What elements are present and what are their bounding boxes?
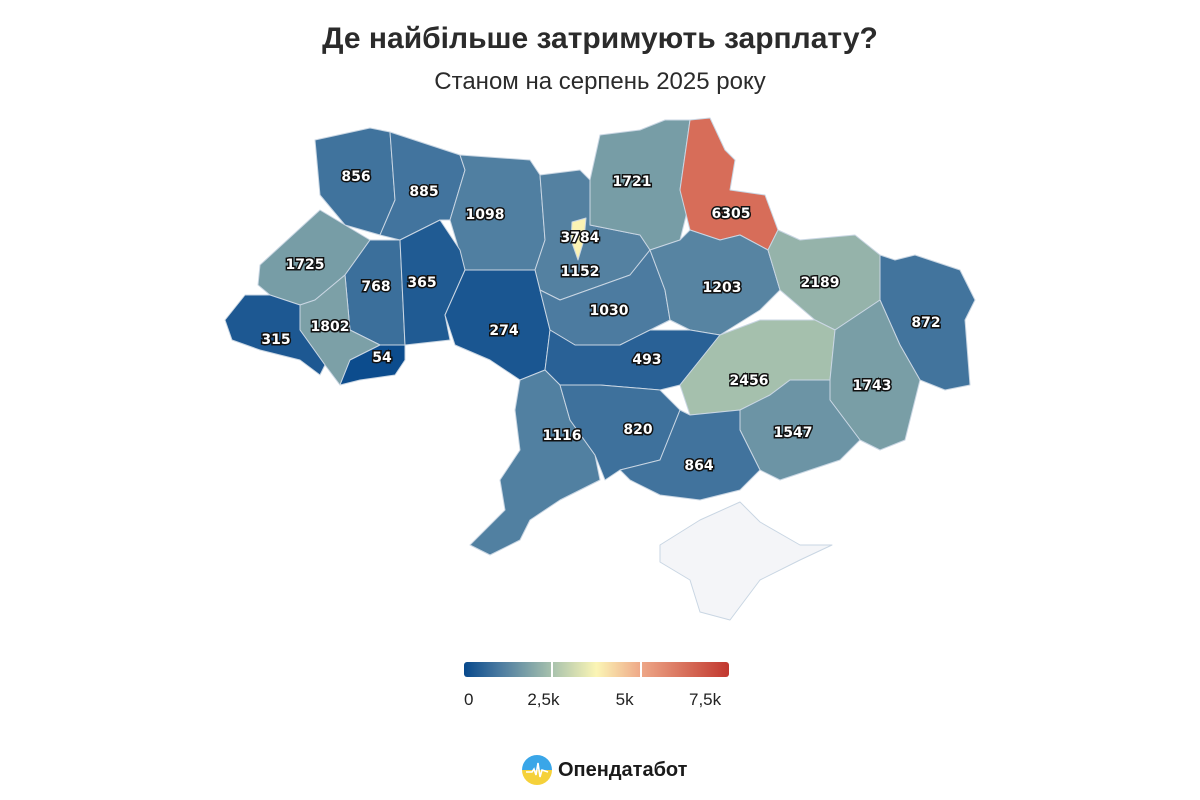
value-label-sumy: 6305 (712, 206, 751, 222)
value-label-kyiv-oblast: 1152 (561, 264, 600, 280)
page-subtitle: Станом на серпень 2025 року (434, 68, 766, 95)
value-label-kyiv-city: 3784 (561, 230, 600, 246)
value-label-poltava: 1203 (703, 280, 742, 296)
value-label-khmelnytskyi: 365 (407, 275, 436, 291)
legend-tick: 5k (615, 690, 634, 709)
value-label-kherson: 864 (684, 458, 713, 474)
region-kherson (619, 409, 761, 501)
value-label-kirovohrad: 493 (632, 352, 661, 368)
color-legend-bar (464, 662, 729, 677)
legend-divider (639, 662, 642, 677)
value-label-lviv: 1725 (286, 257, 325, 273)
value-label-mykolaiv: 820 (623, 422, 652, 438)
opendatabot-logo-icon (522, 755, 552, 785)
value-label-volyn: 856 (341, 169, 370, 185)
legend-tick: 0 (464, 690, 474, 709)
value-label-vinnytsia: 274 (489, 323, 518, 339)
region-sumy (679, 117, 779, 251)
legend-tick: 7,5k (689, 690, 722, 709)
value-label-dnipropetrovsk: 2456 (730, 373, 769, 389)
brand-name: Опендатабот (558, 758, 688, 781)
value-label-rivne: 885 (409, 184, 438, 200)
value-label-zhytomyr: 1098 (466, 207, 505, 223)
page-title: Де найбільше затримують зарплату? (322, 22, 878, 55)
value-label-odesa: 1116 (543, 428, 582, 444)
value-label-ternopil: 768 (361, 279, 390, 295)
value-label-zakarpattia: 315 (261, 332, 290, 348)
value-label-zaporizhzhia: 1547 (774, 425, 813, 441)
region-chernivtsi (339, 344, 406, 386)
value-label-luhansk: 872 (911, 315, 940, 331)
crimea-region (659, 501, 833, 621)
legend-divider (551, 662, 554, 677)
region-zakarpattia (224, 294, 326, 376)
value-label-kharkiv: 2189 (801, 275, 840, 291)
value-label-donetsk: 1743 (853, 378, 892, 394)
value-label-chernivtsi: 54 (372, 350, 392, 366)
value-label-ivano-frankivsk: 1802 (311, 319, 350, 335)
value-label-cherkasy: 1030 (590, 303, 629, 319)
region-kyiv-city (570, 217, 587, 261)
brand: Опендатабот (522, 755, 687, 785)
legend-tick: 2,5k (527, 690, 560, 709)
value-label-chernihiv: 1721 (613, 174, 652, 190)
